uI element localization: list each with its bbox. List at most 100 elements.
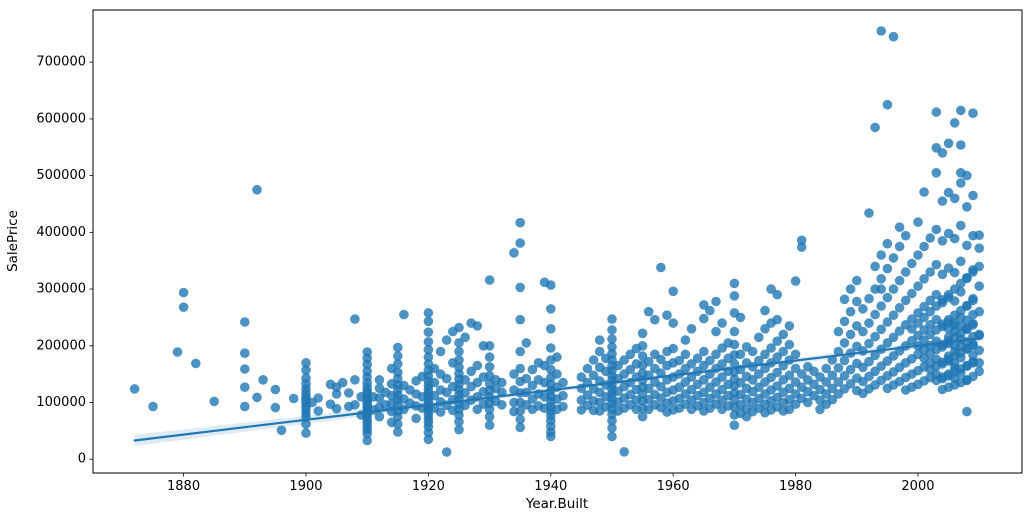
data-point bbox=[974, 330, 984, 341]
data-point bbox=[680, 349, 691, 360]
data-point bbox=[337, 377, 348, 388]
data-point bbox=[656, 354, 666, 365]
data-point bbox=[974, 230, 984, 240]
data-point bbox=[864, 356, 874, 367]
data-point bbox=[919, 241, 929, 252]
data-point bbox=[839, 338, 850, 348]
data-point bbox=[399, 404, 409, 415]
data-point bbox=[894, 222, 905, 232]
data-point bbox=[876, 250, 886, 260]
data-point bbox=[796, 369, 807, 379]
data-point bbox=[760, 349, 770, 360]
data-point bbox=[686, 324, 697, 334]
data-point bbox=[864, 208, 874, 218]
data-point bbox=[454, 346, 464, 357]
data-point bbox=[301, 365, 311, 376]
scatter-points bbox=[129, 26, 984, 457]
data-point bbox=[827, 383, 838, 394]
data-point bbox=[240, 317, 250, 327]
data-point bbox=[888, 310, 899, 321]
data-point bbox=[607, 348, 617, 359]
data-point bbox=[772, 381, 782, 391]
data-point bbox=[852, 296, 862, 307]
data-point bbox=[472, 321, 483, 331]
data-point bbox=[919, 312, 929, 323]
data-point bbox=[754, 369, 764, 379]
data-point bbox=[956, 140, 966, 150]
x-tick-label: 2000 bbox=[901, 479, 934, 494]
data-point bbox=[705, 355, 715, 366]
data-point bbox=[907, 258, 917, 269]
data-point bbox=[288, 393, 299, 404]
data-point bbox=[858, 346, 868, 356]
data-point bbox=[331, 403, 342, 414]
data-point bbox=[552, 369, 562, 379]
data-point bbox=[747, 362, 758, 372]
data-point bbox=[827, 370, 838, 381]
data-point bbox=[729, 359, 740, 369]
data-point bbox=[962, 273, 972, 284]
data-point bbox=[925, 306, 935, 317]
data-point bbox=[900, 267, 911, 277]
data-point bbox=[258, 375, 268, 385]
data-point bbox=[974, 306, 984, 317]
data-point bbox=[882, 317, 893, 327]
data-point bbox=[925, 267, 935, 277]
data-point bbox=[576, 383, 587, 394]
data-point bbox=[429, 363, 440, 374]
data-point bbox=[668, 286, 678, 297]
data-point bbox=[894, 326, 905, 336]
data-point bbox=[423, 337, 434, 347]
data-point bbox=[643, 356, 654, 367]
data-point bbox=[729, 278, 740, 289]
data-point bbox=[772, 289, 782, 300]
data-point bbox=[956, 368, 966, 378]
x-tick-label: 1980 bbox=[779, 479, 812, 494]
data-point bbox=[919, 187, 929, 197]
data-point bbox=[974, 243, 984, 253]
data-point bbox=[925, 295, 935, 306]
data-point bbox=[864, 293, 874, 304]
data-point bbox=[594, 335, 605, 345]
data-point bbox=[607, 325, 617, 335]
data-point bbox=[429, 390, 440, 401]
data-point bbox=[472, 377, 483, 388]
data-point bbox=[729, 326, 740, 337]
data-point bbox=[692, 353, 703, 364]
data-point bbox=[845, 379, 856, 389]
data-point bbox=[876, 284, 886, 294]
data-point bbox=[784, 339, 795, 350]
data-point bbox=[656, 262, 666, 273]
data-point bbox=[172, 347, 183, 357]
axes: 1880 1900 1920 1940 1960 1980 2000 0 100000 20000… bbox=[36, 9, 1023, 494]
data-point bbox=[643, 383, 654, 394]
data-point bbox=[178, 302, 189, 313]
data-point bbox=[558, 390, 568, 401]
data-point bbox=[717, 318, 727, 328]
data-point bbox=[943, 138, 954, 149]
data-point bbox=[894, 275, 905, 286]
data-point bbox=[460, 375, 470, 385]
data-point bbox=[625, 377, 636, 388]
data-point bbox=[484, 341, 495, 351]
data-point bbox=[411, 413, 421, 424]
data-point bbox=[362, 435, 373, 446]
data-point bbox=[796, 242, 807, 252]
data-point bbox=[527, 364, 538, 375]
data-point bbox=[821, 377, 831, 387]
data-point bbox=[796, 235, 807, 246]
data-point bbox=[454, 424, 464, 435]
y-tick-label: 0 bbox=[78, 452, 86, 467]
data-point bbox=[913, 318, 923, 328]
x-axis-label: Year.Built bbox=[525, 496, 588, 512]
data-point bbox=[515, 414, 525, 425]
data-point bbox=[760, 363, 770, 374]
data-point bbox=[790, 399, 801, 410]
data-point bbox=[637, 411, 648, 422]
data-point bbox=[919, 274, 929, 284]
data-point bbox=[607, 423, 617, 433]
data-point bbox=[754, 332, 764, 343]
data-point bbox=[949, 193, 960, 204]
x-tick-label: 1920 bbox=[412, 479, 445, 494]
data-point bbox=[845, 364, 856, 375]
